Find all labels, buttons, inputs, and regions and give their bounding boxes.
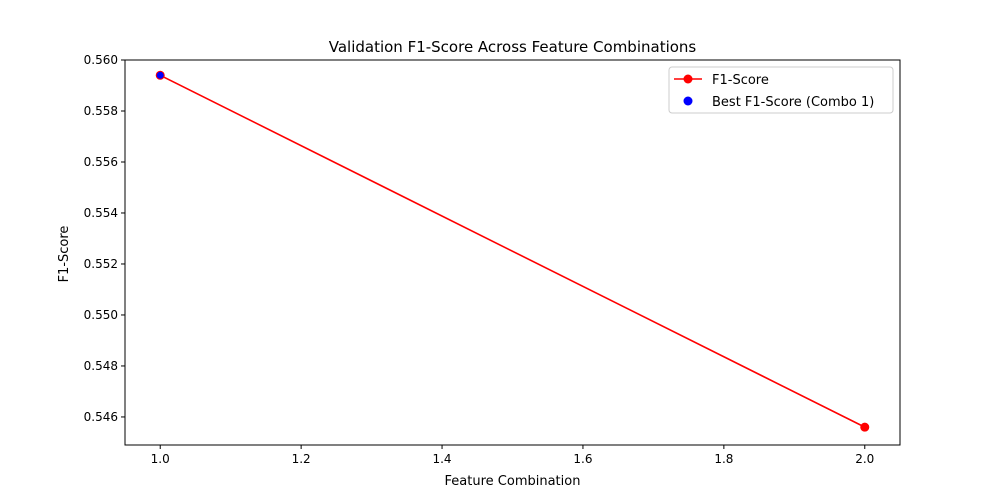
x-tick-label: 1.0: [151, 452, 170, 466]
y-tick-label: 0.556: [84, 155, 118, 169]
x-tick-label: 2.0: [855, 452, 874, 466]
y-tick-label: 0.560: [84, 53, 118, 67]
chart-title: Validation F1-Score Across Feature Combi…: [329, 38, 697, 56]
best-point-marker: [156, 71, 164, 79]
y-tick-label: 0.550: [84, 308, 118, 322]
x-tick-label: 1.8: [714, 452, 733, 466]
legend-label: Best F1-Score (Combo 1): [712, 95, 874, 110]
x-axis-label: Feature Combination: [445, 474, 581, 489]
x-tick-label: 1.6: [573, 452, 592, 466]
legend-box: [668, 66, 894, 114]
x-tick-label: 1.2: [292, 452, 311, 466]
y-tick-label: 0.554: [84, 206, 118, 220]
legend-best-point-marker: [683, 96, 693, 106]
y-tick-label: 0.552: [84, 257, 118, 271]
y-tick-label: 0.548: [84, 359, 118, 373]
plot-frame: [124, 59, 901, 446]
f1-score-line: [159, 74, 866, 428]
legend-f1-score-marker: [683, 74, 693, 84]
y-tick-label: 0.558: [84, 104, 118, 118]
f1-score-marker: [860, 422, 870, 432]
legend-label: F1-Score: [712, 73, 769, 88]
plot-area: 1.0 1.2 1.4 1.6 1.8 2.0 0.546 0.548 0.550 0.552 0.…: [84, 53, 901, 466]
y-axis-label: F1-Score: [57, 226, 72, 283]
x-tick-label: 1.4: [432, 452, 451, 466]
legend: F1-Score Best F1-Score (Combo 1): [668, 66, 894, 114]
y-tick-label: 0.546: [84, 410, 118, 424]
